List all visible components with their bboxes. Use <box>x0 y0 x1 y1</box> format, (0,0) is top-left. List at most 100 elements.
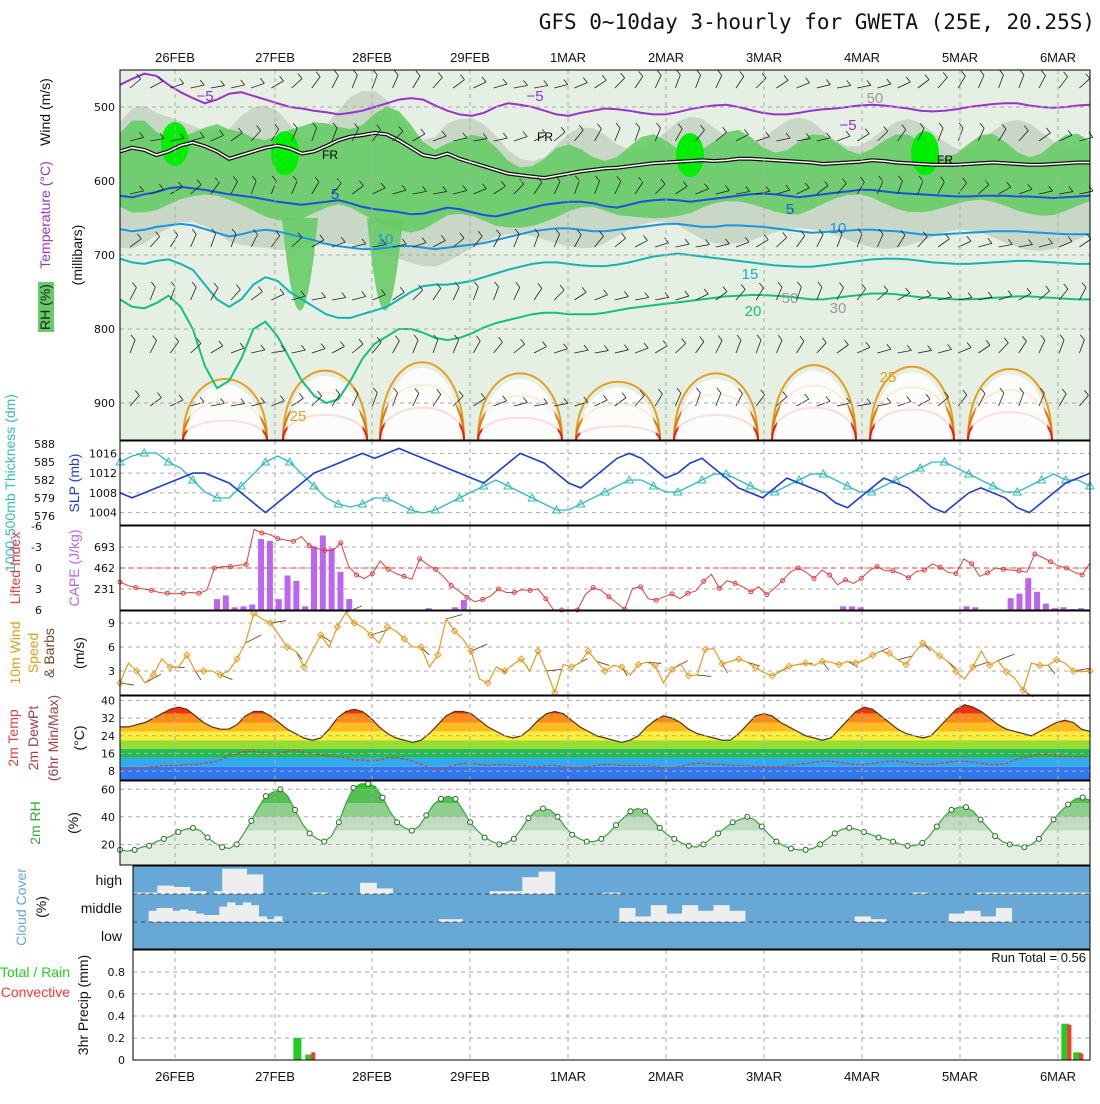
wind-barb-flag <box>756 334 762 341</box>
rh2m-marker-38 <box>394 819 401 826</box>
wind-barb-flag <box>340 341 345 347</box>
wind-barb <box>957 394 968 407</box>
wind-barb <box>1079 238 1092 248</box>
wind-barb <box>1038 190 1053 195</box>
date-label-bottom-2: 28FEB <box>352 1069 392 1084</box>
li-marker-36 <box>401 573 407 579</box>
wind-barb-flag <box>130 334 136 341</box>
wind-barb <box>695 293 709 301</box>
t25-dome-0 <box>182 377 268 441</box>
cape-axis-label-line-0: CAPE (J/kg) <box>66 529 82 606</box>
wind-barb <box>998 342 1009 354</box>
wind-barb <box>1018 188 1033 195</box>
wind-speed-marker-40 <box>450 627 459 635</box>
wind-barb-flag <box>866 398 872 404</box>
thickness-marker-10 <box>236 480 247 490</box>
wind-barb-flag <box>298 393 304 399</box>
wind-barb <box>493 234 501 248</box>
wind-barb-flag <box>777 334 783 341</box>
wind-barb <box>129 238 142 248</box>
cloud_high-bar-44 <box>489 891 499 894</box>
wind-barb-flag <box>1008 239 1013 245</box>
cloud_middle-bar-41 <box>454 919 463 922</box>
date-label-bottom-5: 2MAR <box>648 1069 684 1084</box>
cloud_middle-bar-10 <box>211 915 220 922</box>
li-marker-112 <box>1000 566 1006 572</box>
wind-barb <box>937 349 952 354</box>
cloud_high-bar-0 <box>133 892 142 894</box>
li-marker-6 <box>164 590 170 596</box>
li-marker-116 <box>1032 551 1038 557</box>
wind-barb-flag <box>1085 73 1091 79</box>
wind-barb <box>251 349 265 354</box>
wind-barb-flag <box>857 228 863 235</box>
wind-barb <box>998 186 1011 195</box>
wind-barb-flag <box>979 69 985 76</box>
wind-barb <box>271 400 285 407</box>
wind-axis-label-line-0: Wind (m/s) <box>37 78 53 146</box>
wind-barb-flag <box>354 123 359 129</box>
li-marker-96 <box>874 564 880 570</box>
wind-barb-flag <box>925 394 931 400</box>
cloud_high-bar-11 <box>222 868 231 894</box>
wind-barb-flag <box>1040 387 1045 394</box>
wind-barb-flag <box>1019 69 1025 76</box>
cloud_middle-bar-108 <box>980 916 989 922</box>
surface-wind-barb-93 <box>897 655 914 661</box>
wind-barb <box>230 181 238 195</box>
wind-barb-flag <box>703 288 709 295</box>
temp2m-axis-label: 2m Temp <box>5 709 21 767</box>
wind-barb-flag <box>543 80 549 86</box>
temp-band-1 <box>120 757 1090 767</box>
cape-bar-38 <box>452 607 459 610</box>
wind-barb <box>392 189 407 195</box>
li-marker-2 <box>133 585 139 591</box>
wind-barb-flag <box>696 69 701 76</box>
panel-frame <box>119 440 1091 526</box>
wind-barb <box>836 287 844 301</box>
wind-barb-flag <box>603 289 608 295</box>
rh2m-unit-label-line-0: (%) <box>65 812 81 834</box>
wind-barb <box>453 190 467 195</box>
wind-barb <box>311 348 326 354</box>
cloud-unit-label-line-0: (%) <box>33 896 49 918</box>
precip-total-bar-15 <box>305 1054 314 1060</box>
wind-barb <box>412 289 423 301</box>
wind-barb <box>574 349 589 354</box>
cloud_middle-bar-66 <box>650 905 660 922</box>
warm-dome-fill-2 <box>384 367 460 440</box>
thickness-marker-58 <box>818 468 829 478</box>
date-label-top-9: 6MAR <box>1040 50 1076 65</box>
wind-barb <box>796 138 811 142</box>
wind-barb-flag <box>785 132 791 139</box>
wind-barb-flag <box>335 389 341 395</box>
wind-barb-flag <box>542 341 547 347</box>
wind-barb-flag <box>560 126 566 133</box>
wind-barb <box>816 185 829 195</box>
wind-barb-flag <box>178 394 184 401</box>
wind-barb <box>170 137 185 142</box>
cloud_middle-bar-110 <box>995 908 1005 922</box>
wind-barb <box>917 236 928 248</box>
wind-barb <box>1079 190 1094 195</box>
wind-speed-marker-108 <box>1019 686 1027 694</box>
date-label-top-1: 27FEB <box>255 50 295 65</box>
wind-barb <box>372 244 387 248</box>
wind-speed-marker-56 <box>584 647 592 655</box>
wind-barb-flag <box>905 76 911 83</box>
precip-tick-3: 0.6 <box>108 988 126 1001</box>
date-label-bottom-6: 3MAR <box>746 1069 782 1084</box>
wind-barb-flag <box>315 71 321 78</box>
wind-barb-flag <box>297 232 303 238</box>
cloud_middle-bar-93 <box>862 916 871 922</box>
li-marker-86 <box>795 565 801 571</box>
wind-tick-1: 6 <box>108 641 115 654</box>
surface-wind-barb-69 <box>696 674 712 677</box>
wind-barb-flag <box>817 281 823 288</box>
wind-barb <box>473 188 487 195</box>
date-label-top-4: 1MAR <box>550 50 586 65</box>
thickness-marker-26 <box>430 504 441 514</box>
wind-barb <box>715 75 723 89</box>
wind-barb-flag <box>361 238 367 245</box>
wind-barb-flag <box>597 123 602 130</box>
